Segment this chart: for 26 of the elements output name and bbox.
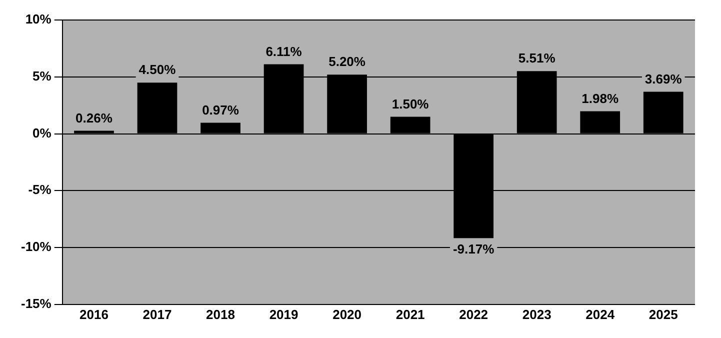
y-tick-label: 5% [32, 68, 52, 84]
x-tick-label: 2021 [396, 306, 425, 322]
x-tick-label: 2019 [269, 306, 298, 322]
y-tick-label: 0% [32, 125, 52, 140]
data-label: 0.97% [202, 102, 240, 118]
y-tick-label: -5% [28, 182, 52, 198]
data-label: 5.20% [328, 54, 366, 70]
data-label: 6.11% [266, 44, 302, 59]
data-label: 1.50% [392, 96, 430, 112]
x-tick-label: 2016 [80, 306, 108, 322]
x-tick-label: 2022 [459, 306, 488, 322]
data-label: 3.69% [644, 71, 682, 86]
data-label: -9.17% [452, 242, 495, 257]
x-tick-label: 2024 [586, 306, 616, 322]
y-tick-label: -15% [20, 296, 52, 311]
data-label: 0.26% [76, 110, 113, 126]
x-tick-label: 2018 [206, 306, 235, 322]
x-tick-label: 2017 [142, 306, 172, 322]
data-label: 1.98% [582, 90, 619, 106]
x-tick-label: 2023 [522, 306, 552, 322]
x-tick-label: 2025 [648, 306, 678, 322]
data-label: 4.50% [138, 62, 176, 78]
y-tick-label: 10% [25, 12, 52, 27]
data-label: 5.51% [518, 50, 556, 66]
x-tick-label: 2020 [332, 306, 362, 322]
y-tick-label: -10% [20, 239, 52, 254]
